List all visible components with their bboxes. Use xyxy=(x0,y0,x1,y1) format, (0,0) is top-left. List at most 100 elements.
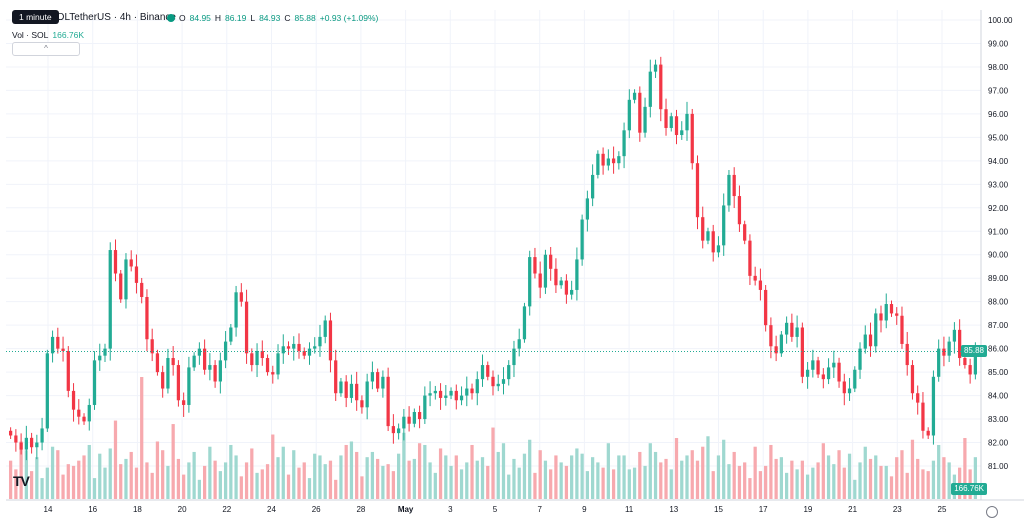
volume-bar xyxy=(323,464,327,499)
volume-bar xyxy=(417,443,422,499)
candle-body xyxy=(381,376,385,389)
volume-bar xyxy=(360,476,364,499)
candle-body xyxy=(103,348,107,356)
volume-bar xyxy=(113,420,118,499)
candle-body xyxy=(202,348,207,370)
candle-body xyxy=(701,217,705,241)
volume-bar xyxy=(302,462,306,499)
price-tick-label: 89.00 xyxy=(988,274,1009,283)
price-tick-label: 94.00 xyxy=(988,157,1009,166)
volume-bar xyxy=(150,472,154,499)
candle-body xyxy=(590,174,595,199)
symbol-title[interactable]: SOLTetherUS · 4h · Binance xyxy=(50,12,176,23)
volume-bar xyxy=(77,460,81,499)
volume-bar xyxy=(454,455,458,499)
candle-body xyxy=(318,336,322,347)
price-tick-label: 85.00 xyxy=(988,368,1009,377)
volume-bar xyxy=(286,474,291,499)
volume-bar xyxy=(931,460,936,499)
candle-body xyxy=(554,268,558,286)
candle-body xyxy=(512,348,516,366)
volume-bar xyxy=(465,462,469,499)
volume-bar xyxy=(549,469,553,499)
volume-bar xyxy=(307,478,312,499)
volume-bar xyxy=(727,464,731,499)
candle-body xyxy=(197,348,202,356)
volume-bar xyxy=(889,476,894,499)
candle-body xyxy=(176,365,181,401)
volume-bar xyxy=(255,472,259,499)
volume-bar xyxy=(402,432,406,499)
volume-bar xyxy=(281,446,285,499)
volume-bar xyxy=(711,471,715,499)
candle-body xyxy=(570,289,574,295)
collapse-legend-button[interactable]: ^ xyxy=(12,42,80,56)
candle-body xyxy=(386,376,390,427)
volume-bar xyxy=(926,471,930,499)
candle-body xyxy=(29,437,34,448)
volume-bar xyxy=(166,465,170,499)
volume-bar xyxy=(45,467,49,499)
volume-bar xyxy=(973,457,978,499)
price-tick-label: 87.00 xyxy=(988,321,1009,330)
candle-body xyxy=(14,435,18,443)
candle-body xyxy=(182,400,186,405)
candle-body xyxy=(423,395,427,420)
volume-bar xyxy=(208,446,212,499)
candle-body xyxy=(229,327,233,342)
candle-body xyxy=(239,292,243,302)
settings-gear-icon[interactable] xyxy=(986,506,998,518)
volume-bar xyxy=(24,450,28,499)
candle-body xyxy=(517,339,521,349)
volume-bar xyxy=(239,476,243,499)
grid-lines xyxy=(6,10,981,500)
candle-body xyxy=(355,383,359,401)
candle-body xyxy=(507,365,511,380)
volume-bar xyxy=(863,446,867,499)
volume-bar xyxy=(56,450,60,499)
candle-body xyxy=(260,350,264,359)
candle-body xyxy=(402,416,406,429)
candle-body xyxy=(737,196,742,225)
time-axis[interactable]: 14 16 18 20 22 24 26 28 May 3 5 7 9 11 13 15 17 19 21 23 25 xyxy=(44,505,947,514)
volume-bar xyxy=(538,450,542,499)
time-tick-label: 21 xyxy=(848,505,857,514)
volume-bar xyxy=(35,457,39,499)
candle-body xyxy=(522,306,527,340)
candle-body xyxy=(895,313,899,316)
volume-bar xyxy=(92,478,97,499)
volume-bar xyxy=(161,450,165,499)
volume-bar xyxy=(764,465,768,499)
candle-body xyxy=(396,428,401,434)
candle-body xyxy=(659,64,663,110)
volume-bar xyxy=(134,467,139,499)
candle-body xyxy=(92,360,97,405)
tradingview-logo-icon[interactable]: TV xyxy=(13,473,30,489)
candle-body xyxy=(98,355,102,361)
candle-body xyxy=(632,92,637,100)
volume-bar xyxy=(82,455,86,499)
candle-body xyxy=(218,360,222,382)
volume-bar xyxy=(391,471,396,499)
candle-body xyxy=(606,158,610,166)
volume-bar xyxy=(145,462,149,499)
candle-body xyxy=(596,153,600,175)
candle-body xyxy=(171,358,175,366)
open-label: O xyxy=(179,13,186,23)
volume-legend[interactable]: Vol · SOL 166.76K xyxy=(12,30,84,40)
price-axis[interactable]: 100.00 99.00 98.00 97.00 96.00 95.00 94.00 93.0… xyxy=(988,16,1013,471)
candle-body xyxy=(931,376,936,436)
candle-body xyxy=(417,412,422,420)
candle-body xyxy=(40,428,44,443)
volume-bar xyxy=(937,444,941,499)
volume-value-tag: 166.76K xyxy=(951,483,987,495)
candle-body xyxy=(926,430,930,436)
volume-bar xyxy=(271,434,275,499)
volume-bar xyxy=(695,460,700,499)
candle-body xyxy=(716,245,721,253)
volume-bar xyxy=(87,444,91,499)
candle-body xyxy=(297,343,301,351)
candle-body xyxy=(774,346,778,354)
